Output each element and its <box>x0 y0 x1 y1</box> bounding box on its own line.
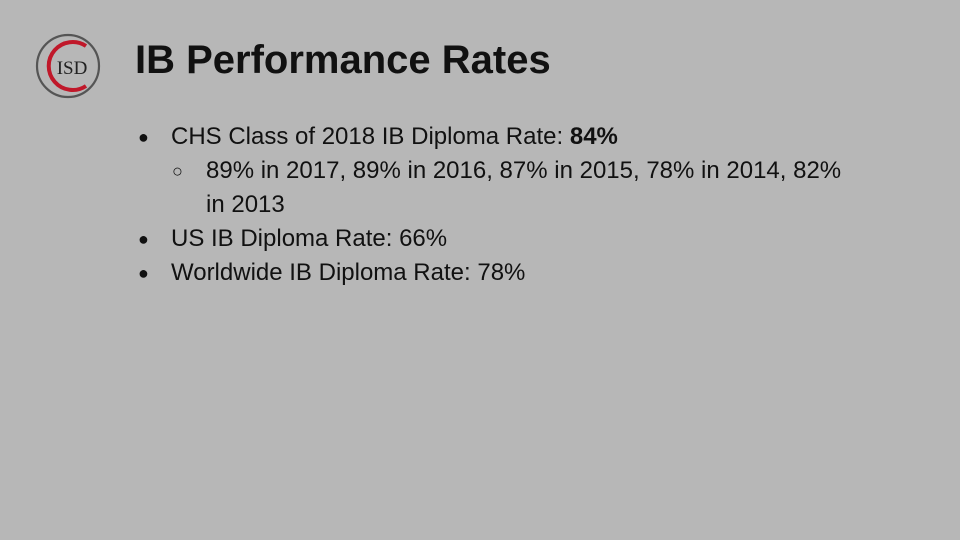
bullet-worldwide-rate: ● Worldwide IB Diploma Rate: 78% <box>136 256 856 290</box>
bullet-worldwide-text: Worldwide IB Diploma Rate: 78% <box>171 259 526 286</box>
bullet-chs-value: 84% <box>569 123 618 150</box>
bullet-us-rate: ● US IB Diploma Rate: 66% <box>136 222 856 256</box>
page-title: IB Performance Rates <box>135 38 551 82</box>
bullet-dot-icon: ● <box>138 263 149 283</box>
sub-bullet-ring-icon: ○ <box>172 161 183 181</box>
bullet-dot-icon: ● <box>138 229 149 249</box>
bullet-us-text: US IB Diploma Rate: 66% <box>171 225 448 252</box>
cisd-logo: ISD <box>35 33 101 99</box>
bullet-list: ● CHS Class of 2018 IB Diploma Rate: 84%… <box>136 120 856 290</box>
sub-bullet-history-text: 89% in 2017, 89% in 2016, 87% in 2015, 7… <box>206 157 842 218</box>
bullet-chs-rate: ● CHS Class of 2018 IB Diploma Rate: 84% <box>136 120 856 154</box>
logo-text: ISD <box>57 58 88 79</box>
bullet-chs-label: CHS Class of 2018 IB Diploma Rate: <box>171 123 570 150</box>
bullet-dot-icon: ● <box>138 127 149 147</box>
sub-bullet-history: ○ 89% in 2017, 89% in 2016, 87% in 2015,… <box>136 154 856 222</box>
